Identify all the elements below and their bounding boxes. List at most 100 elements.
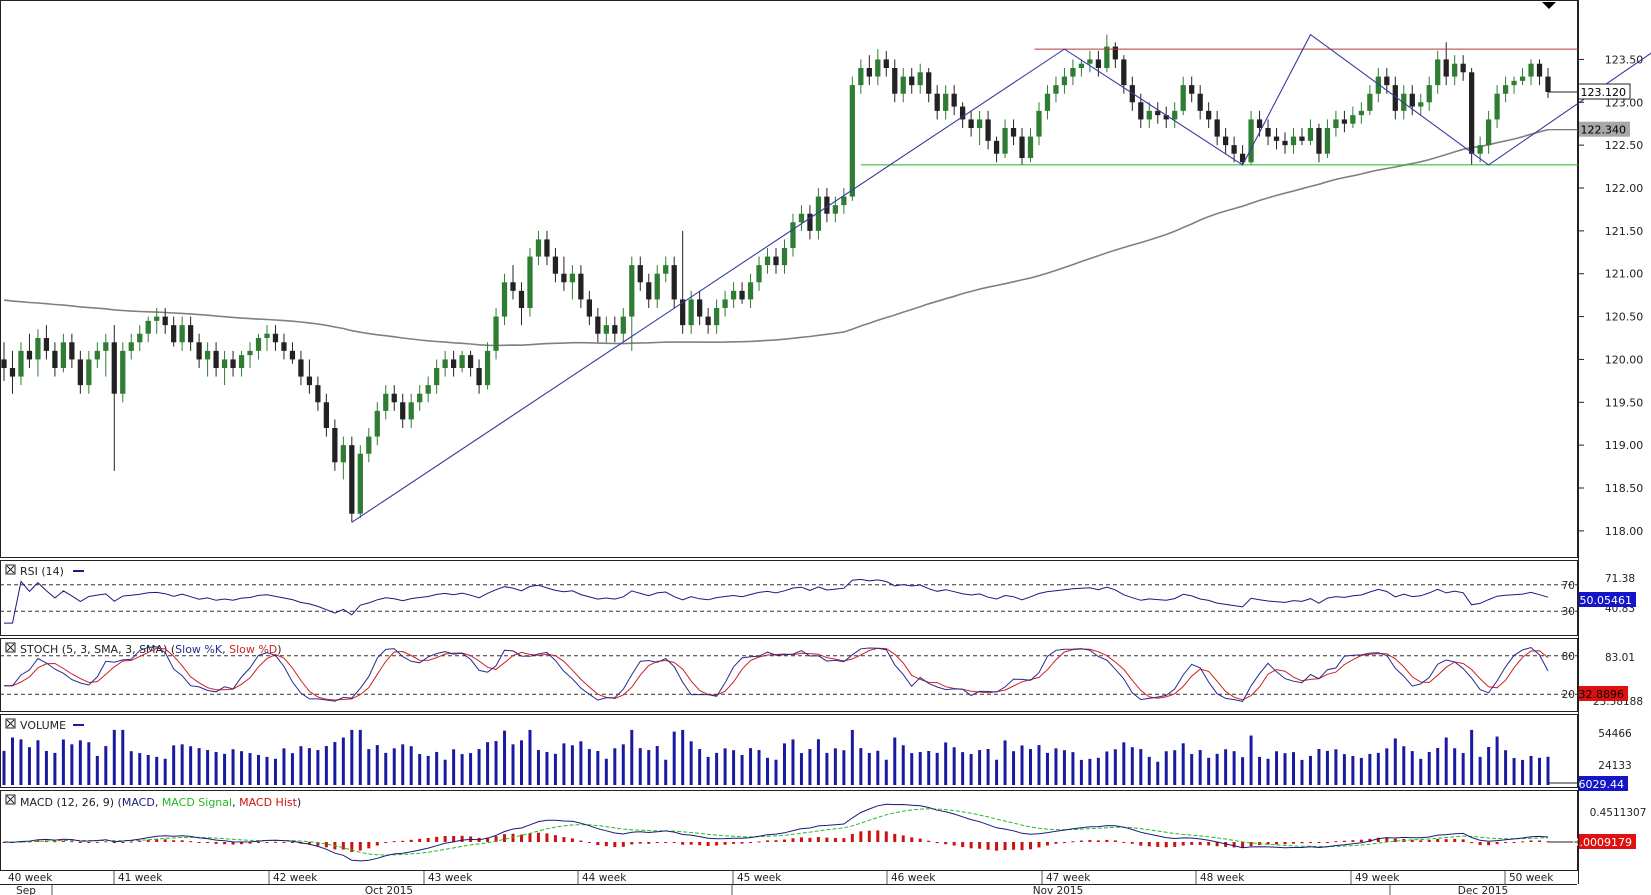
macd-hist-bar [316,842,320,846]
volume-bar [19,739,23,785]
candle [1273,128,1280,150]
candle [578,265,584,308]
candle [484,342,491,390]
volume-bar [604,758,608,785]
candle-body [467,355,474,368]
volume-bar [1181,743,1185,785]
candle [77,350,83,394]
candle [1087,50,1093,73]
volume-bar [1173,750,1177,785]
candle-body [824,196,830,214]
candle [154,308,160,334]
macd-hist-bar [1105,839,1109,842]
macd-hist-bar [1308,842,1312,843]
candle-body [943,93,949,111]
week-label: 47 week [1046,872,1091,884]
candle [120,342,126,403]
candle-body [1197,93,1203,111]
candle-body [747,282,754,300]
candle [35,329,41,377]
candle [1,342,7,381]
volume-bar [53,752,57,785]
macd-lines: 0.4511307 -0.0009179 [2,803,1646,862]
stochastic-close-box-icon[interactable] [5,642,16,653]
macd-hist-bar [104,841,108,843]
volume-bar [757,750,761,785]
month-label: Dec 2015 [1458,885,1508,895]
candle [798,205,805,231]
scroll-marker-icon[interactable] [1542,2,1556,9]
volume-bar [596,750,600,785]
candle [476,359,482,394]
macd-hist-bar [1062,842,1066,843]
candle-body [94,350,100,360]
volume-bar [1164,751,1168,785]
macd-hist-bar [1317,842,1321,843]
candle [26,333,33,368]
candle-body [391,393,397,403]
candle-body [603,325,609,334]
volume-bar [1359,757,1363,785]
rsi-close-box-icon[interactable] [5,564,16,575]
candle [188,316,194,351]
candle-body [366,436,372,454]
volume-bar [435,751,439,785]
candle-body [1180,85,1186,111]
candle [926,68,932,103]
volume-bar [44,750,48,785]
candle-body [1053,85,1059,94]
macd-hist-bar [570,838,574,842]
volume-close-box-icon[interactable] [5,718,16,729]
volume-bar [155,756,159,785]
volume-bar [409,746,413,785]
candle-body [781,248,788,266]
candle-body [1358,110,1364,116]
macd-hist-bar [138,840,142,842]
macd-hist-bar [273,841,277,843]
volume-bar [443,759,447,785]
candle [340,436,346,480]
volume-bar [401,744,405,785]
candle [1333,110,1339,137]
sma-price-tag: 122.340 [1578,121,1630,137]
volume-bar [1283,753,1287,785]
price-tick-label: 119.50 [1605,396,1644,409]
price-axis[interactable]: 123.50 123.00 122.50 122.00 121.50 121.00 120.… [1578,53,1644,538]
candle-body [1206,110,1212,120]
volume-bar [358,729,362,785]
macd-hist-bar [214,842,218,844]
candle [1146,102,1152,128]
candle-body [1248,119,1254,163]
candle-body [357,453,363,514]
moving-average-line [3,128,1549,347]
candle-body [425,385,431,394]
volume-bar [570,745,574,785]
macd-hist-bar [240,842,244,845]
macd-hist-bar [986,842,990,850]
candle-body [137,333,143,343]
candle [264,325,270,351]
candle [909,68,915,94]
macd-hist-bar [1029,842,1033,850]
candle-body [306,376,313,386]
macd-hist-bar [1249,842,1253,847]
candle-body [35,338,41,360]
macd-hist-bar [1461,839,1465,842]
macd-close-box-icon[interactable] [5,794,16,805]
candle-body [1367,93,1373,111]
macd-hist-bar [1385,837,1389,842]
volume-bar [893,737,897,785]
candle-body [1019,136,1025,158]
volume-bar [884,759,888,785]
candle-body [654,273,660,300]
rsi-current-tag-box [1578,592,1636,607]
candle [434,359,440,394]
macd-hist-bar [1521,841,1525,843]
volume-bar [579,741,583,785]
candle-body [18,350,24,377]
candle-body [1044,93,1051,111]
candle [620,308,626,343]
volume-bar [36,740,40,785]
candle-body [841,196,847,206]
candle-body [1087,59,1093,64]
